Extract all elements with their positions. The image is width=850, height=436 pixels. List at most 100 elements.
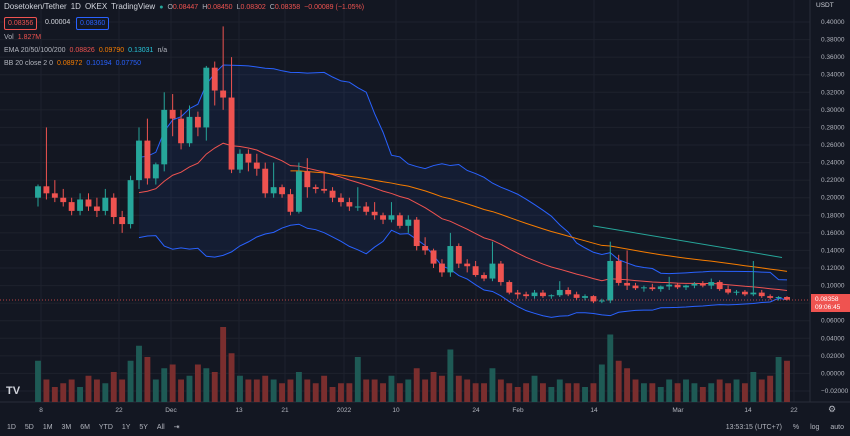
buy-price-box[interactable]: 0.08360 — [76, 17, 110, 30]
candle-body[interactable] — [464, 263, 471, 267]
candle-body[interactable] — [582, 296, 588, 298]
candle-body[interactable] — [51, 193, 58, 198]
candle-body[interactable] — [152, 164, 159, 179]
candle-body[interactable] — [262, 168, 269, 194]
timeframe-ytd[interactable]: YTD — [98, 424, 113, 431]
interval-label[interactable]: 1D — [70, 2, 81, 11]
timeframe-6m[interactable]: 6M — [80, 424, 90, 431]
candle-body[interactable] — [430, 250, 437, 264]
candle-body[interactable] — [758, 292, 765, 297]
candle-body[interactable] — [523, 294, 530, 297]
candle-body[interactable] — [733, 291, 740, 293]
candle-body[interactable] — [624, 282, 631, 286]
candle-body[interactable] — [750, 292, 757, 295]
clock[interactable]: 13:53:15 (UTC+7) — [725, 424, 782, 431]
candle-body[interactable] — [295, 171, 302, 212]
candle-body[interactable] — [489, 263, 496, 279]
date-range-icon[interactable]: ⇥ — [173, 424, 180, 431]
candle-body[interactable] — [556, 289, 563, 296]
candle-body[interactable] — [354, 206, 361, 208]
candle-body[interactable] — [497, 263, 504, 283]
candle-body[interactable] — [573, 294, 580, 298]
candle-body[interactable] — [590, 296, 597, 302]
candle-body[interactable] — [699, 283, 706, 286]
candle-body[interactable] — [666, 284, 673, 287]
candle-body[interactable] — [691, 283, 698, 286]
ema-legend[interactable]: EMA 20/50/100/200 0.08826 0.09790 0.13031 n/… — [4, 46, 171, 56]
candle-body[interactable] — [346, 202, 353, 207]
symbol-name[interactable]: Dosetoken/Tether — [4, 2, 67, 11]
bb-legend[interactable]: BB 20 close 2 0 0.08972 0.10194 0.07750 — [4, 59, 145, 69]
auto-toggle[interactable]: auto — [830, 424, 844, 431]
candle-body[interactable] — [422, 246, 429, 251]
candle-body[interactable] — [161, 109, 168, 165]
candle-body[interactable] — [607, 260, 614, 301]
candle-body[interactable] — [43, 186, 50, 194]
candle-body[interactable] — [35, 186, 41, 198]
candle-body[interactable] — [312, 187, 319, 189]
candle-body[interactable] — [565, 289, 572, 295]
candle-body[interactable] — [455, 246, 462, 264]
candle-body[interactable] — [396, 215, 403, 226]
candle-body[interactable] — [413, 219, 420, 247]
log-toggle[interactable]: log — [810, 424, 820, 431]
candle-body[interactable] — [708, 282, 715, 286]
candle-body[interactable] — [178, 118, 185, 144]
candle-body[interactable] — [93, 206, 100, 211]
timeframe-3m[interactable]: 3M — [61, 424, 72, 431]
candle-body[interactable] — [110, 197, 117, 218]
candle-body[interactable] — [68, 202, 75, 211]
percent-toggle[interactable]: % — [792, 424, 800, 431]
candle-body[interactable] — [548, 295, 555, 297]
candle-body[interactable] — [784, 296, 790, 300]
candle-body[interactable] — [245, 153, 252, 163]
candle-body[interactable] — [85, 199, 92, 207]
candle-body[interactable] — [615, 260, 622, 283]
candle-body[interactable] — [237, 153, 243, 170]
candle-body[interactable] — [194, 116, 201, 128]
candle-body[interactable] — [767, 296, 774, 298]
candle-body[interactable] — [338, 197, 344, 203]
candle-body[interactable] — [169, 109, 176, 119]
candle-body[interactable] — [102, 197, 109, 211]
candle-body[interactable] — [506, 282, 513, 293]
candle-body[interactable] — [725, 289, 732, 293]
candle-body[interactable] — [136, 140, 142, 181]
candle-body[interactable] — [329, 190, 336, 198]
currency-label[interactable]: USDT — [816, 2, 834, 9]
candle-body[interactable] — [649, 287, 656, 290]
candle-body[interactable] — [598, 300, 605, 302]
candle-body[interactable] — [674, 284, 681, 288]
candle-body[interactable] — [531, 292, 538, 297]
candle-body[interactable] — [472, 266, 479, 276]
candle-body[interactable] — [632, 285, 639, 289]
candle-body[interactable] — [253, 162, 260, 169]
candle-body[interactable] — [481, 275, 487, 279]
candle-body[interactable] — [304, 171, 311, 188]
candle-body[interactable] — [127, 180, 134, 225]
candle-body[interactable] — [405, 219, 412, 226]
candle-body[interactable] — [775, 296, 782, 298]
candle-body[interactable] — [439, 263, 445, 273]
candle-body[interactable] — [220, 90, 227, 98]
candle-body[interactable] — [640, 287, 647, 289]
timeframe-1y[interactable]: 1Y — [121, 424, 131, 431]
candle-body[interactable] — [203, 67, 210, 128]
candle-body[interactable] — [657, 286, 664, 290]
candle-body[interactable] — [371, 211, 378, 216]
candle-body[interactable] — [270, 187, 277, 194]
sell-price-box[interactable]: 0.08356 — [4, 17, 38, 30]
candle-body[interactable] — [186, 116, 193, 144]
candle-body[interactable] — [77, 199, 84, 211]
candle-body[interactable] — [539, 292, 546, 297]
candle-body[interactable] — [279, 187, 286, 195]
gear-icon[interactable]: ⚙ — [828, 404, 837, 414]
timeframe-1d[interactable]: 1D — [7, 424, 16, 431]
candle-body[interactable] — [228, 97, 235, 170]
candle-body[interactable] — [447, 246, 454, 273]
candle-body[interactable] — [514, 292, 521, 295]
vol-legend[interactable]: Vol 1.827M — [4, 33, 45, 43]
timeframe-5y[interactable]: 5Y — [139, 424, 148, 431]
candle-body[interactable] — [321, 188, 328, 191]
